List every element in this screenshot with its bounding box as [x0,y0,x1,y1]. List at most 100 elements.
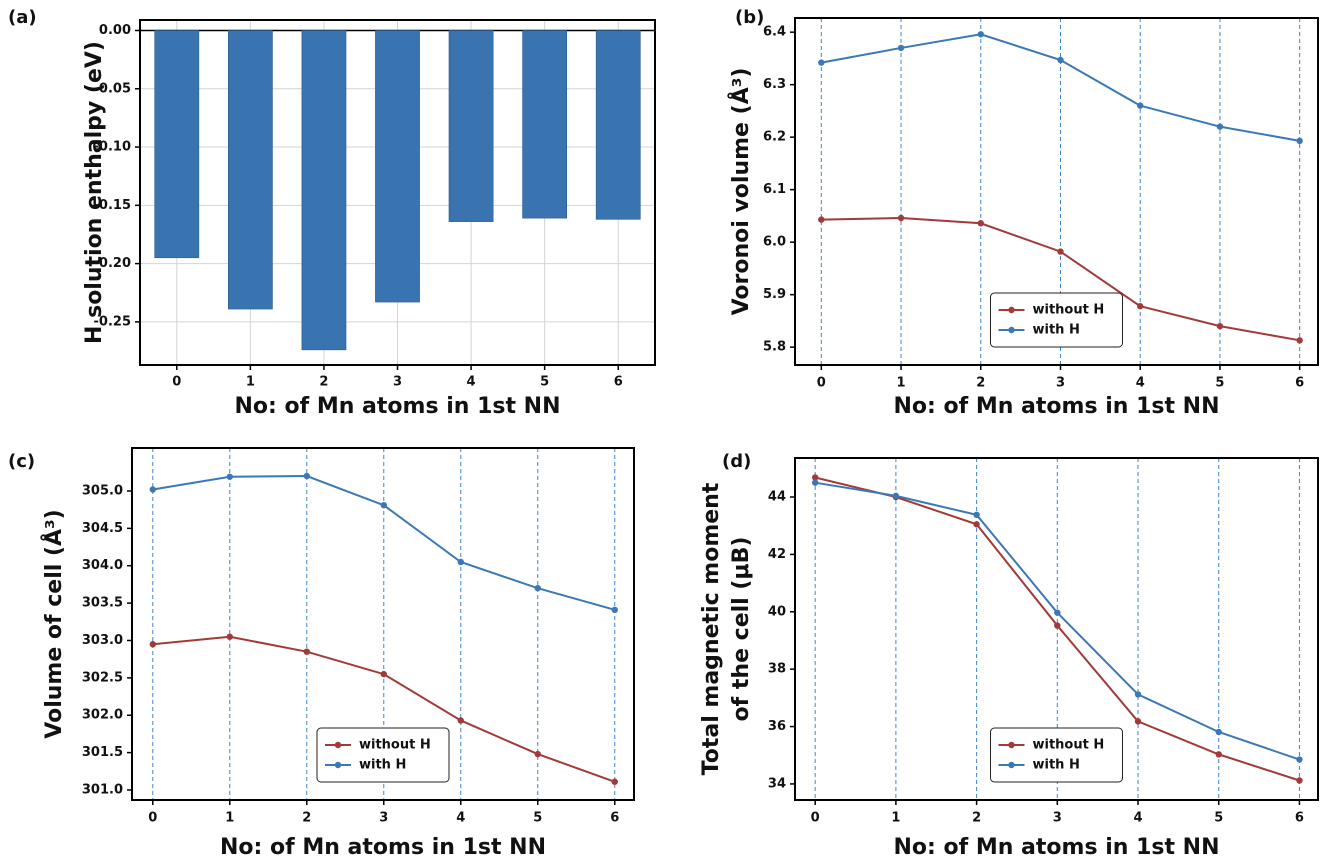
x-tick-label: 3 [1053,811,1062,826]
legend: without H with H [990,292,1123,348]
point [1134,691,1142,698]
panel-label: (d) [722,451,751,472]
bar [301,30,347,351]
x-tick-label: 6 [614,375,623,390]
y-tick-label: 42 [768,547,786,562]
point [149,641,156,648]
legend-label: without H [1033,303,1105,318]
legend-label: with H [359,758,406,773]
y-axis-label: Voronoi volume (Å³) [728,68,754,316]
point [1054,622,1061,629]
x-tick-label: 0 [172,375,181,390]
y-axis-label: H solution enthalpy (eV) [82,41,107,344]
point [1296,137,1303,145]
y-tick-label: -0.15 [94,198,131,213]
axes-frame [794,17,1319,366]
legend-marker [334,741,342,749]
panel: (a) 0.00 -0.05 -0.10 -0.15 -0.20 -0.25H soluti… [8,7,656,419]
legend-marker [1008,741,1015,749]
point [380,501,387,509]
x-tick-label: 3 [393,375,402,390]
x-tick-label: 4 [1133,811,1142,826]
y-tick-label: -0.20 [94,256,131,271]
legend-label: without H [359,738,431,753]
point [1296,777,1303,784]
x-tick-label: 4 [1136,376,1145,391]
x-tick-label: 5 [1214,811,1223,826]
y-tick-label: 302.0 [82,708,123,723]
legend-marker [1008,761,1015,769]
x-axis-label: No: of Mn atoms in 1st NN [220,835,546,860]
x-tick-label: 5 [533,811,542,826]
x-tick-label: 2 [302,811,311,826]
point [1296,337,1303,344]
bar [448,30,494,222]
point [380,670,387,678]
y-tick-label: 38 [768,662,786,677]
point [892,492,900,500]
x-tick-label: 1 [225,811,234,826]
x-tick-label: 2 [319,375,328,390]
y-tick-label: -0.10 [94,140,131,155]
legend-box [990,727,1123,783]
panel-label: (a) [8,7,37,28]
point [1215,728,1222,736]
panel-label: (c) [8,451,35,472]
point [1216,322,1224,330]
point [457,558,464,566]
x-axis-label: No: of Mn atoms in 1st NN [894,394,1220,419]
y-tick-label: 304.5 [82,521,123,536]
x-axis-label: No: of Mn atoms in 1st NN [235,394,561,419]
point [534,584,541,592]
y-tick-label: 44 [768,490,786,505]
y-axis-label: Total magnetic moment [699,482,724,775]
legend-box [316,727,450,783]
legend-box [990,292,1123,348]
point [1054,609,1061,616]
point [811,474,819,481]
x-tick-label: 6 [1295,376,1304,391]
legend: without H with H [316,727,450,783]
x-tick-label: 5 [540,375,549,390]
point [811,479,819,486]
point [1057,56,1064,64]
bar [375,30,420,303]
y-tick-label: 305.0 [82,483,123,498]
point [611,606,618,614]
point [611,778,618,785]
x-tick-label: 3 [1056,376,1065,391]
x-tick-label: 0 [811,811,820,826]
y-tick-label: 302.5 [82,670,123,685]
legend-marker [334,761,342,769]
y-tick-label: 6.1 [763,182,786,197]
y-tick-label: 304.0 [82,558,123,573]
x-tick-label: 5 [1215,376,1224,391]
x-tick-label: 4 [456,811,465,826]
point [973,511,980,519]
x-tick-label: 2 [972,811,981,826]
y-tick-label: 36 [768,719,786,734]
bar [595,30,641,220]
bar [154,30,200,259]
y-tick-label: -0.25 [94,314,131,329]
y-tick-label: 34 [768,776,786,791]
y-tick-label: 6.2 [763,130,786,145]
point [226,633,233,640]
x-tick-label: 0 [817,376,826,391]
y-axis-label: Volume of cell (Å³) [41,509,67,738]
bar [522,30,568,219]
legend-label: without H [1033,738,1105,753]
point [897,44,905,52]
x-tick-label: 3 [379,811,388,826]
point [457,717,464,724]
x-tick-label: 1 [246,375,255,390]
point [818,59,825,66]
axes-frame [131,447,635,801]
panel-label: (b) [735,7,764,28]
y-tick-label: 301.0 [82,782,123,797]
y-axis-label: of the cell (μB) [729,537,754,722]
legend: without H with H [990,727,1123,783]
y-tick-label: 303.0 [82,633,123,648]
